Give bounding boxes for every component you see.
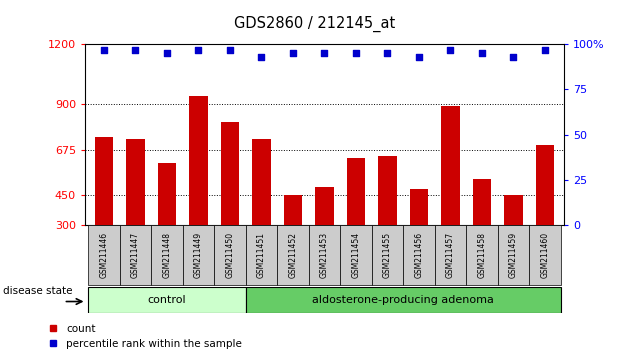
Text: GSM211453: GSM211453 [320,232,329,278]
Text: GSM211459: GSM211459 [509,232,518,278]
Text: GSM211456: GSM211456 [415,232,423,278]
Point [445,47,455,52]
Point [162,51,172,56]
Bar [536,144,554,285]
Point [414,54,424,60]
Point [477,51,487,56]
Point [508,54,518,60]
Bar [403,225,435,285]
Text: GSM211454: GSM211454 [352,232,360,278]
Text: GSM211458: GSM211458 [478,232,486,278]
Bar [120,225,151,285]
Text: GSM211452: GSM211452 [289,232,297,278]
Bar [529,225,561,285]
Bar [378,155,397,285]
Bar [472,179,491,285]
Bar [504,195,523,285]
Text: GSM211460: GSM211460 [541,232,549,278]
Bar [94,137,113,285]
Text: GSM211449: GSM211449 [194,232,203,278]
Text: GSM211451: GSM211451 [257,232,266,278]
Bar [246,287,561,313]
Bar [183,225,214,285]
Text: GSM211448: GSM211448 [163,232,171,278]
Point [225,47,235,52]
Bar [466,225,498,285]
Bar [214,225,246,285]
Text: GSM211446: GSM211446 [100,232,108,278]
Bar [88,225,120,285]
Point [99,47,109,52]
Text: GSM211447: GSM211447 [131,232,140,278]
Bar [498,225,529,285]
Bar [220,122,239,285]
Bar [340,225,372,285]
Bar [151,225,183,285]
Point [382,51,392,56]
Text: GSM211457: GSM211457 [446,232,455,278]
Bar [435,225,466,285]
Bar [309,225,340,285]
Text: disease state: disease state [3,286,72,296]
Bar [346,158,365,285]
Bar [88,287,246,313]
Bar [372,225,403,285]
Text: GSM211455: GSM211455 [383,232,392,278]
Point [256,54,266,60]
Bar [315,187,334,285]
Bar [441,107,460,285]
Point [130,47,140,52]
Point [351,51,361,56]
Bar [277,225,309,285]
Text: aldosterone-producing adenoma: aldosterone-producing adenoma [312,295,494,305]
Bar [126,138,145,285]
Point [288,51,298,56]
Bar [284,195,302,285]
Legend: count, percentile rank within the sample: count, percentile rank within the sample [49,324,242,349]
Text: GDS2860 / 212145_at: GDS2860 / 212145_at [234,16,396,32]
Text: control: control [147,295,186,305]
Bar [246,225,277,285]
Bar [410,189,428,285]
Point [319,51,329,56]
Point [540,47,550,52]
Text: GSM211450: GSM211450 [226,232,234,278]
Bar [189,96,208,285]
Point [193,47,203,52]
Bar [158,162,176,285]
Bar [252,138,271,285]
